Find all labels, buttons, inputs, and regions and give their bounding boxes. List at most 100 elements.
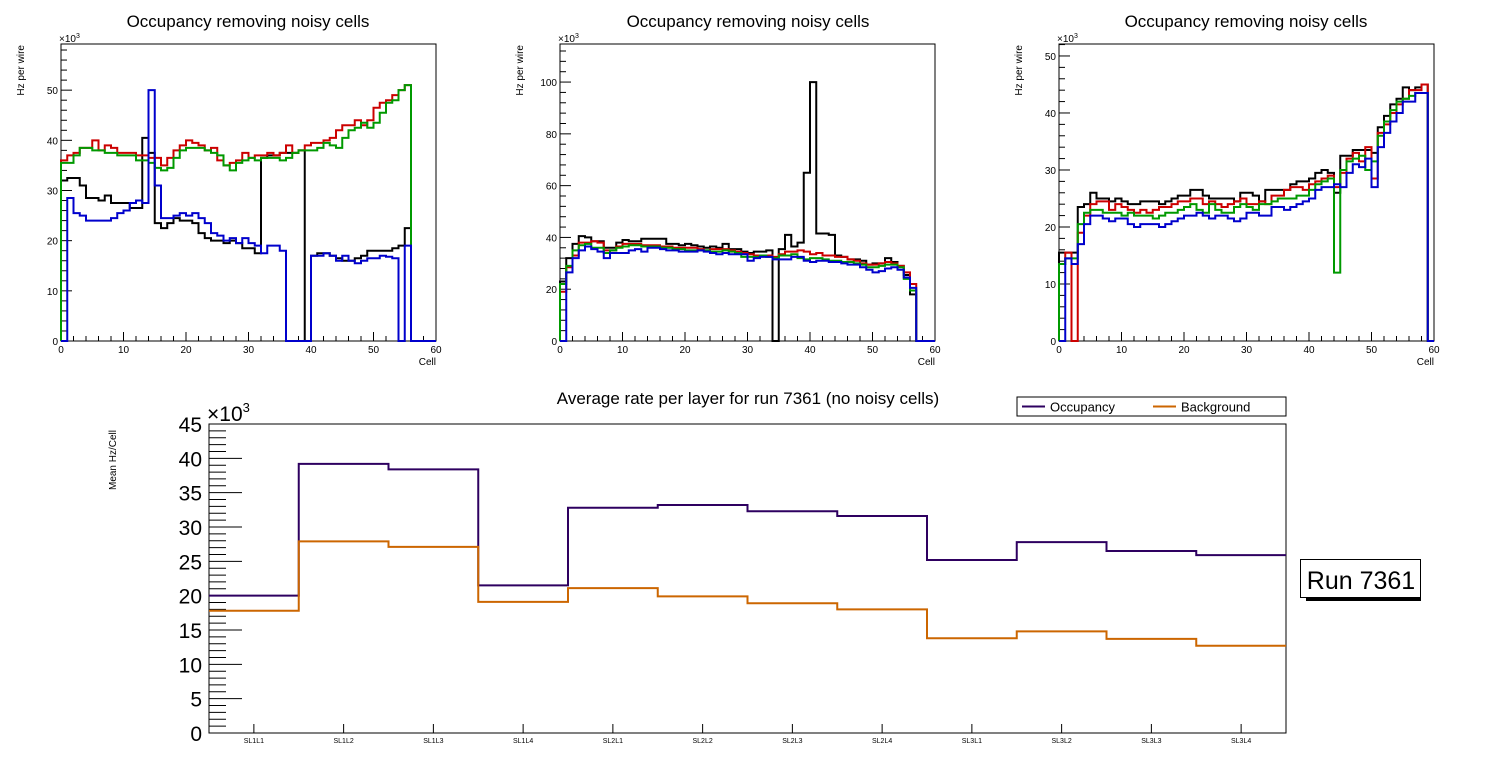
y-tick-label: 10 [1045, 280, 1057, 291]
x-tick-label: 0 [557, 345, 563, 356]
legend-label-background: Background [1181, 400, 1250, 415]
x-tick-label: 50 [368, 345, 380, 356]
chart-title: Occupancy removing noisy cells [627, 12, 870, 31]
y-tick-label: 100 [540, 78, 557, 89]
chart-title: Occupancy removing noisy cells [1125, 12, 1368, 31]
x-axis-label: Cell [1417, 357, 1434, 368]
y-axis-label: Hz per wire [515, 45, 526, 96]
run-label: Run 7361 [1307, 567, 1415, 595]
y-tick-label: 25 [179, 551, 202, 574]
plot-frame [60, 43, 437, 342]
x-tick-label: 60 [929, 345, 941, 356]
y-axis-label: Hz per wire [16, 45, 27, 96]
panel-1: Occupancy removing noisy cells ×103 Hz per… [16, 12, 442, 368]
plot-frame [559, 43, 936, 342]
histogram-black [559, 81, 935, 342]
y-multiplier-label: ×103 [59, 33, 80, 45]
legend-box [1016, 396, 1287, 417]
panel-3: Occupancy removing noisy cells ×103 Hz per… [1014, 12, 1440, 368]
y-tick-label: 30 [179, 517, 202, 540]
y-tick-label: 40 [546, 233, 558, 244]
x-tick-label: 30 [1241, 345, 1253, 356]
x-tick-label: 20 [180, 345, 192, 356]
y-multiplier-exponent: 3 [243, 400, 250, 415]
y-multiplier-label: ×103 [207, 400, 250, 426]
y-tick-label: 20 [1045, 223, 1057, 234]
x-axis-label: Cell [918, 357, 935, 368]
run-box-frame [1300, 559, 1421, 598]
y-tick-label: 80 [546, 130, 558, 141]
y-tick-label: 30 [1045, 166, 1057, 177]
histogram-green [1058, 92, 1434, 342]
x-tick-label: 40 [804, 345, 816, 356]
x-axis-label: Cell [419, 357, 436, 368]
x-tick-label: 60 [1428, 345, 1440, 356]
y-tick-label: 0 [190, 723, 202, 746]
legend-label-occupancy: Occupancy [1050, 400, 1116, 415]
y-tick-label: 5 [190, 689, 202, 712]
y-tick-label: 40 [1045, 109, 1057, 120]
histogram-green [60, 84, 436, 342]
x-tick-label: SL1L1 [244, 738, 264, 745]
y-tick-label: 30 [47, 186, 59, 197]
plot-frame [208, 423, 1287, 734]
y-tick-label: 10 [179, 654, 202, 677]
y-tick-label: 50 [47, 86, 59, 97]
panel-2: Occupancy removing noisy cells ×103 Hz per… [515, 12, 941, 368]
y-multiplier-exponent: 3 [76, 33, 80, 40]
y-tick-label: 0 [1050, 337, 1056, 348]
y-tick-label: 15 [179, 620, 202, 643]
y-tick-label: 0 [551, 337, 557, 348]
x-tick-label: SL1L3 [423, 738, 443, 745]
y-tick-label: 40 [47, 136, 59, 147]
panel-average-rate: Average rate per layer for run 7361 (no … [108, 389, 1287, 746]
y-multiplier-label: ×103 [1057, 33, 1078, 45]
x-tick-label: SL2L3 [782, 738, 802, 745]
y-tick-label: 40 [179, 448, 202, 471]
y-tick-label: 35 [179, 483, 202, 506]
x-tick-label: SL2L2 [693, 738, 713, 745]
histogram-blue [560, 245, 935, 342]
x-tick-label: 20 [1178, 345, 1190, 356]
y-tick-label: 20 [47, 237, 59, 248]
y-tick-label: 20 [546, 285, 558, 296]
x-tick-label: SL3L4 [1231, 738, 1251, 745]
x-tick-label: 0 [1056, 345, 1062, 356]
y-multiplier-exponent: 3 [575, 33, 579, 40]
x-tick-label: 50 [867, 345, 879, 356]
x-tick-label: 30 [742, 345, 754, 356]
y-multiplier-label: ×103 [558, 33, 579, 45]
y-multiplier-exponent: 3 [1074, 33, 1078, 40]
x-tick-label: 10 [118, 345, 130, 356]
y-tick-label: 20 [179, 586, 202, 609]
histogram-occupancy [209, 462, 1286, 597]
x-tick-label: SL3L3 [1141, 738, 1161, 745]
x-tick-label: 20 [679, 345, 691, 356]
x-tick-label: SL3L1 [962, 738, 982, 745]
y-tick-label: 10 [47, 287, 59, 298]
x-tick-label: SL1L2 [334, 738, 354, 745]
x-tick-label: SL1L4 [513, 738, 533, 745]
y-axis-label: Mean Hz/Cell [108, 430, 119, 490]
x-tick-label: SL2L4 [872, 738, 892, 745]
run-box-shadow [1306, 597, 1421, 601]
y-tick-label: 45 [179, 414, 202, 437]
x-tick-label: SL3L2 [1052, 738, 1072, 745]
x-tick-label: 60 [430, 345, 442, 356]
histogram-red [60, 84, 436, 342]
run-label-box: Run 7361 [1300, 559, 1421, 601]
histogram-blue [61, 89, 436, 342]
x-tick-label: SL2L1 [603, 738, 623, 745]
x-tick-label: 0 [58, 345, 64, 356]
y-tick-label: 50 [1045, 52, 1057, 63]
x-tick-label: 40 [1303, 345, 1315, 356]
histogram-background [209, 540, 1286, 647]
histogram-black [1058, 83, 1434, 342]
x-tick-label: 10 [617, 345, 629, 356]
y-tick-label: 60 [546, 182, 558, 193]
y-tick-label: 0 [52, 337, 58, 348]
x-tick-label: 30 [243, 345, 255, 356]
legend: Occupancy Background [1016, 396, 1287, 417]
x-tick-label: 40 [305, 345, 317, 356]
chart-title: Average rate per layer for run 7361 (no … [557, 389, 939, 408]
